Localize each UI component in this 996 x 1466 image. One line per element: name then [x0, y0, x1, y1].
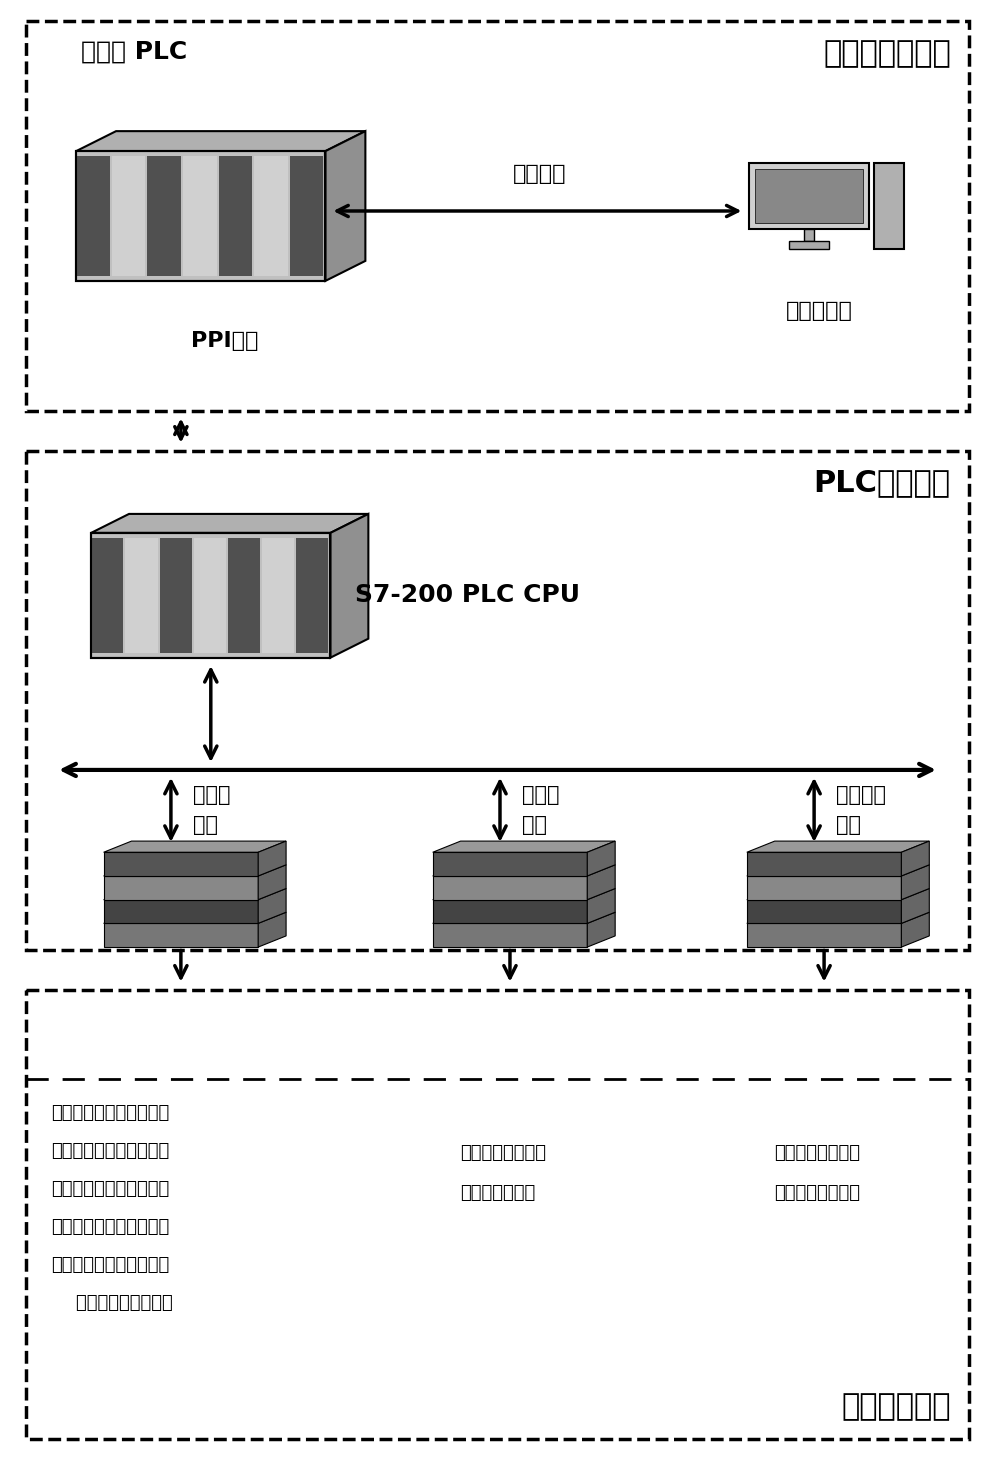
Bar — [804, 229, 814, 240]
Polygon shape — [104, 888, 286, 900]
Text: 绕车转动步数控制: 绕车转动步数控制 — [774, 1185, 861, 1202]
Text: 高速脉冲: 高速脉冲 — [836, 784, 886, 805]
Bar — [262, 538, 294, 652]
Bar — [254, 155, 288, 276]
Bar — [112, 155, 145, 276]
Bar — [76, 155, 110, 276]
Polygon shape — [747, 912, 929, 924]
Bar — [92, 532, 331, 658]
Bar — [789, 240, 829, 249]
Polygon shape — [747, 900, 901, 924]
Polygon shape — [432, 877, 588, 900]
Bar — [755, 169, 863, 223]
Text: 防钒机井架过度下放装置: 防钒机井架过度下放装置 — [51, 1142, 169, 1160]
Text: 司钒台 PLC: 司钒台 PLC — [81, 40, 187, 63]
Polygon shape — [104, 924, 258, 947]
Bar — [873, 163, 903, 249]
Bar — [228, 538, 260, 652]
Text: S7-200 PLC CPU: S7-200 PLC CPU — [356, 583, 581, 607]
Polygon shape — [432, 924, 588, 947]
Polygon shape — [901, 912, 929, 947]
Bar — [76, 151, 326, 281]
Text: 串行通信: 串行通信 — [513, 164, 567, 185]
Polygon shape — [104, 852, 258, 877]
Text: 防钒机底座过度起升装置: 防钒机底座过度起升装置 — [51, 1180, 169, 1198]
Text: 绕车启停控制等: 绕车启停控制等 — [460, 1185, 536, 1202]
Bar — [159, 538, 191, 652]
Polygon shape — [588, 865, 616, 900]
Polygon shape — [901, 888, 929, 924]
Polygon shape — [432, 900, 588, 924]
Polygon shape — [104, 841, 286, 852]
Polygon shape — [901, 841, 929, 877]
Polygon shape — [258, 841, 286, 877]
Bar — [26, 22, 969, 410]
Text: 防钒机底座过度下放装置: 防钒机底座过度下放装置 — [51, 1218, 169, 1236]
Polygon shape — [92, 515, 369, 532]
Bar — [193, 538, 226, 652]
Bar — [183, 155, 217, 276]
Polygon shape — [326, 130, 366, 281]
Text: 上位机控制系统: 上位机控制系统 — [823, 40, 951, 69]
Text: 开关量: 开关量 — [522, 784, 560, 805]
Bar — [147, 155, 181, 276]
Polygon shape — [432, 852, 588, 877]
Polygon shape — [432, 865, 616, 877]
Bar — [296, 538, 329, 652]
Bar — [92, 538, 124, 652]
Polygon shape — [747, 852, 901, 877]
Bar — [26, 990, 969, 1438]
Text: 输入: 输入 — [193, 815, 218, 834]
Bar — [290, 155, 324, 276]
Text: PLC控制系统: PLC控制系统 — [814, 469, 951, 497]
Polygon shape — [258, 912, 286, 947]
Bar — [125, 538, 157, 652]
Polygon shape — [331, 515, 369, 658]
Bar — [26, 450, 969, 950]
Text: PPI网络: PPI网络 — [191, 331, 258, 350]
Polygon shape — [104, 877, 258, 900]
Polygon shape — [588, 841, 616, 877]
Text: 输出: 输出 — [836, 815, 862, 834]
Polygon shape — [747, 865, 929, 877]
Text: 井架天车防碰装置等: 井架天车防碰装置等 — [51, 1294, 173, 1312]
Text: 防钒机大沟过度下放装置: 防钒机大沟过度下放装置 — [51, 1256, 169, 1274]
Text: 绕车转动速度控制: 绕车转动速度控制 — [774, 1145, 861, 1163]
Polygon shape — [747, 841, 929, 852]
Text: 开关量: 开关量 — [193, 784, 230, 805]
Polygon shape — [76, 130, 366, 151]
Text: 防钒机井架过度起升装置: 防钒机井架过度起升装置 — [51, 1104, 169, 1123]
Polygon shape — [104, 865, 286, 877]
Polygon shape — [432, 841, 616, 852]
Bar — [92, 532, 331, 658]
Polygon shape — [901, 865, 929, 900]
Polygon shape — [747, 924, 901, 947]
Text: 参数计算机: 参数计算机 — [786, 301, 853, 321]
Bar — [749, 163, 869, 229]
Polygon shape — [432, 888, 616, 900]
Polygon shape — [104, 900, 258, 924]
Polygon shape — [258, 888, 286, 924]
Polygon shape — [747, 877, 901, 900]
Polygon shape — [747, 888, 929, 900]
Polygon shape — [588, 888, 616, 924]
Text: 输出: 输出 — [522, 815, 547, 834]
Polygon shape — [104, 912, 286, 924]
Bar — [76, 151, 326, 281]
Polygon shape — [432, 912, 616, 924]
Bar — [219, 155, 252, 276]
Text: 井架起升装置: 井架起升装置 — [842, 1391, 951, 1421]
Polygon shape — [258, 865, 286, 900]
Polygon shape — [588, 912, 616, 947]
Text: 绕车转动方向控制: 绕车转动方向控制 — [460, 1145, 546, 1163]
